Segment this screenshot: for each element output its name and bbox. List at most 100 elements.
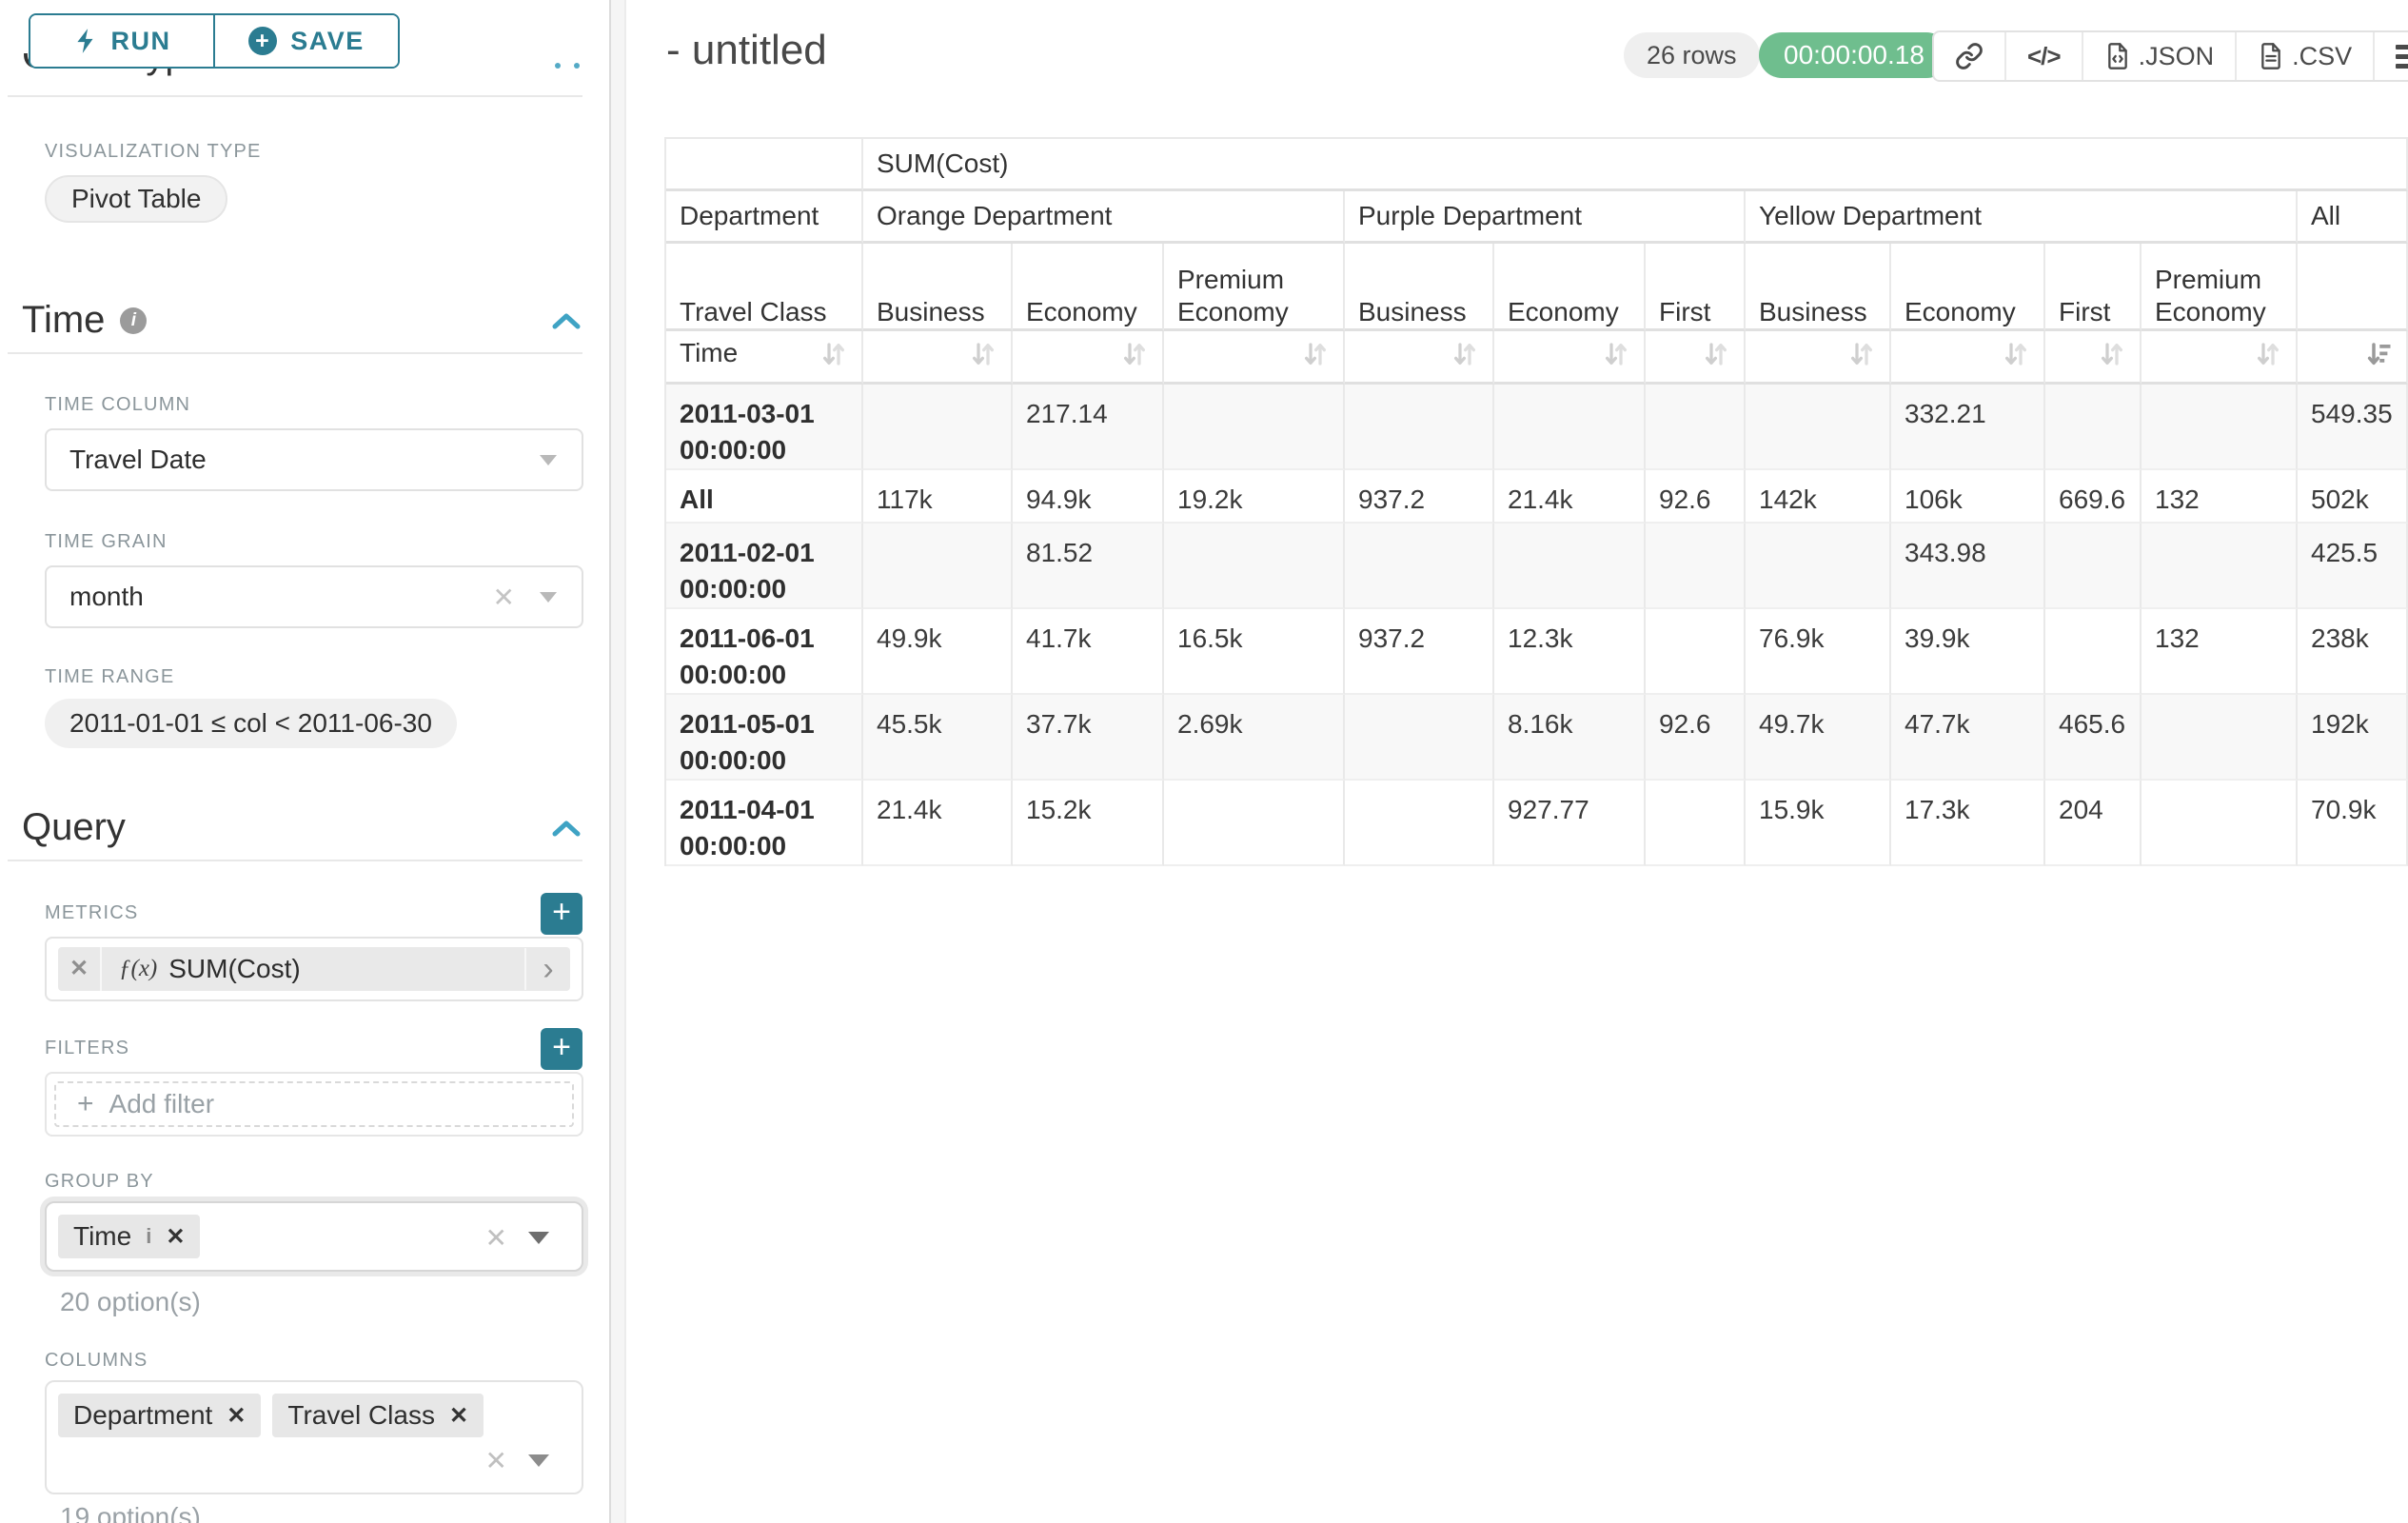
travel-class-header: [2298, 244, 2408, 331]
column-sort-cell[interactable]: [2142, 331, 2298, 385]
value-cell: 49.9k: [863, 609, 1013, 695]
menu-button[interactable]: [2373, 32, 2408, 80]
sort-icon[interactable]: [969, 340, 997, 375]
chevron-up-icon[interactable]: [550, 818, 582, 841]
time-column-select[interactable]: Travel Date: [45, 428, 583, 491]
time-column-label: TIME COLUMN: [45, 394, 191, 415]
column-sort-cell[interactable]: [1891, 331, 2045, 385]
sort-icon[interactable]: [1847, 340, 1876, 375]
chevron-down-icon: [528, 1454, 549, 1467]
remove-tag-icon[interactable]: ✕: [227, 1402, 247, 1429]
time-section-header: Time i: [22, 299, 148, 342]
run-save-button-group: RUN + SAVE: [29, 13, 400, 69]
remove-tag-icon[interactable]: ✕: [166, 1223, 186, 1250]
column-sort-cell[interactable]: [1746, 331, 1891, 385]
file-text-icon: [2261, 43, 2280, 69]
chart-title[interactable]: - untitled: [666, 27, 827, 73]
value-cell: [863, 385, 1013, 470]
metric-pill[interactable]: ✕ ƒ(x) SUM(Cost) ›: [58, 947, 570, 991]
department-row-label: Department: [666, 191, 863, 244]
plus-icon: +: [77, 1088, 94, 1119]
sort-icon[interactable]: [2098, 340, 2126, 375]
value-cell: [1164, 781, 1345, 866]
view-query-button[interactable]: </>: [2004, 32, 2082, 80]
chevron-up-icon[interactable]: [550, 310, 582, 333]
sort-icon[interactable]: [1702, 340, 1730, 375]
add-filter-dropzone[interactable]: + Add filter: [54, 1081, 574, 1127]
add-metric-button[interactable]: +: [541, 893, 582, 935]
travel-class-header: Business: [863, 244, 1013, 331]
value-cell: 21.4k: [1494, 470, 1646, 524]
column-sort-cell[interactable]: [1345, 331, 1494, 385]
row-header: All: [666, 470, 863, 524]
sort-icon[interactable]: [2254, 340, 2282, 375]
columns-tag-department[interactable]: Department ✕: [58, 1394, 262, 1437]
sort-icon[interactable]: [819, 340, 848, 375]
section-divider: [8, 95, 582, 97]
sort-icon[interactable]: [1602, 340, 1630, 375]
column-sort-cell[interactable]: [1164, 331, 1345, 385]
table-row: 2011-04-01 00:00:00 21.4k 15.2k 927.77 15.9k…: [666, 781, 2408, 866]
column-sort-cell[interactable]: [863, 331, 1013, 385]
column-sort-cell[interactable]: [2298, 331, 2408, 385]
value-cell: 12.3k: [1494, 609, 1646, 695]
controls-sidebar: Chart Type RUN + SAVE VISUALIZATION TYPE…: [0, 0, 609, 1523]
add-filter-plus-button[interactable]: +: [541, 1028, 582, 1070]
columns-field[interactable]: Department ✕ Travel Class ✕ ✕: [45, 1380, 583, 1494]
info-icon[interactable]: i: [120, 307, 148, 334]
remove-tag-icon[interactable]: ✕: [448, 1402, 469, 1429]
column-sort-cell[interactable]: [1013, 331, 1164, 385]
sort-icon[interactable]: [2002, 340, 2030, 375]
value-cell: 21.4k: [863, 781, 1013, 866]
value-cell: 142k: [1746, 470, 1891, 524]
clear-all-icon[interactable]: ✕: [484, 1223, 507, 1253]
remove-metric-icon[interactable]: ✕: [58, 947, 102, 991]
time-range-label: TIME RANGE: [45, 666, 175, 687]
visualization-type-pill[interactable]: Pivot Table: [45, 175, 228, 223]
group-by-field[interactable]: Time i ✕ ✕: [45, 1201, 583, 1272]
column-sort-cell[interactable]: [2045, 331, 2142, 385]
value-cell: [1494, 524, 1646, 609]
time-column-value: Travel Date: [69, 445, 207, 474]
row-header: 2011-04-01 00:00:00: [666, 781, 863, 866]
value-cell: 19.2k: [1164, 470, 1345, 524]
value-cell: 49.7k: [1746, 695, 1891, 781]
value-cell: 332.21: [1891, 385, 2045, 470]
group-by-label: GROUP BY: [45, 1171, 154, 1192]
value-cell: 192k: [2298, 695, 2408, 781]
link-icon: [1956, 43, 1983, 69]
panel-resize-handle[interactable]: [609, 0, 626, 1523]
chevron-right-icon[interactable]: ›: [524, 948, 570, 990]
value-cell: 15.2k: [1013, 781, 1164, 866]
export-csv-button[interactable]: .CSV: [2235, 32, 2373, 80]
save-button[interactable]: + SAVE: [213, 15, 398, 67]
column-sort-cell[interactable]: [1494, 331, 1646, 385]
value-cell: 343.98: [1891, 524, 2045, 609]
value-cell: 70.9k: [2298, 781, 2408, 866]
time-grain-select[interactable]: month ✕: [45, 565, 583, 628]
run-button[interactable]: RUN: [30, 15, 213, 67]
value-cell: 669.6: [2045, 470, 2142, 524]
query-section-header: Query: [22, 806, 126, 849]
time-range-pill[interactable]: 2011-01-01 ≤ col < 2011-06-30: [45, 699, 457, 748]
value-cell: 204: [2045, 781, 2142, 866]
clear-all-icon[interactable]: ✕: [484, 1446, 507, 1475]
time-sort-header[interactable]: Time: [666, 331, 863, 385]
group-by-tag-time[interactable]: Time i ✕: [58, 1215, 201, 1258]
department-group-header: Purple Department: [1345, 191, 1746, 244]
row-header: 2011-03-01 00:00:00: [666, 385, 863, 470]
sort-icon[interactable]: [1120, 340, 1149, 375]
clear-icon[interactable]: ✕: [492, 582, 515, 612]
chevron-down-icon: [540, 591, 557, 603]
column-sort-cell[interactable]: [1646, 331, 1746, 385]
sort-icon[interactable]: [1451, 340, 1479, 375]
info-icon[interactable]: i: [146, 1224, 152, 1248]
columns-tag-travel-class[interactable]: Travel Class ✕: [272, 1394, 484, 1437]
value-cell: [1345, 781, 1494, 866]
sort-icon[interactable]: [1301, 340, 1330, 375]
sort-descending-icon[interactable]: [2364, 340, 2393, 375]
share-link-button[interactable]: [1934, 32, 2004, 80]
export-json-button[interactable]: .JSON: [2081, 32, 2236, 80]
tag-label: Department: [73, 1400, 213, 1430]
